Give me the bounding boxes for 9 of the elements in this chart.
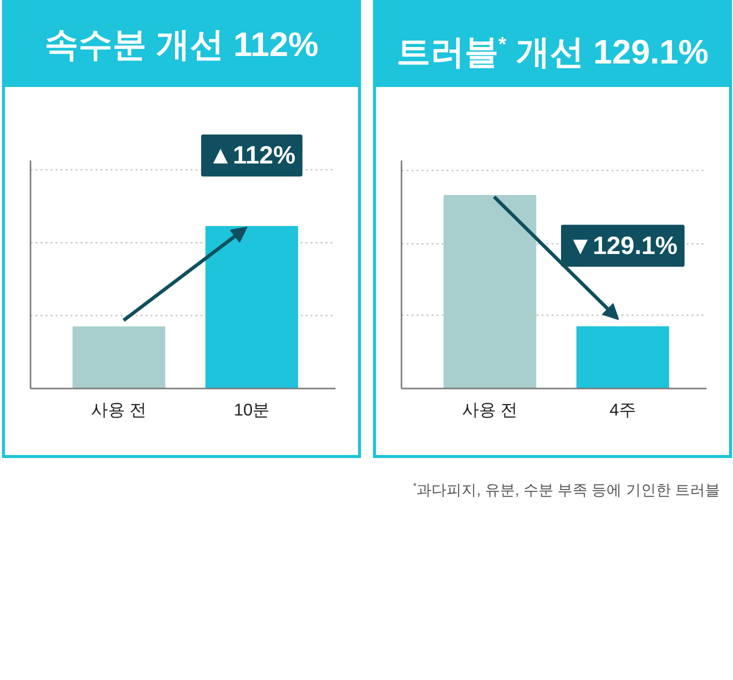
x-tick-label: 10분	[234, 400, 270, 420]
x-tick-label: 사용 전	[462, 400, 518, 420]
annotation: ▼129.1%	[568, 232, 678, 260]
x-tick-label: 4주	[610, 400, 636, 420]
chart-title: 트러블$^{*}$ 개선 129.1%	[376, 3, 729, 87]
chart-title: 속수분 개선 112%	[5, 3, 358, 87]
annotation: ▲112%	[208, 141, 296, 170]
x-tick-label: 사용 전	[91, 400, 147, 420]
text: $^{*}$과다피지, 유분, 수분 부족 등에 기인한 트러블	[412, 480, 720, 501]
